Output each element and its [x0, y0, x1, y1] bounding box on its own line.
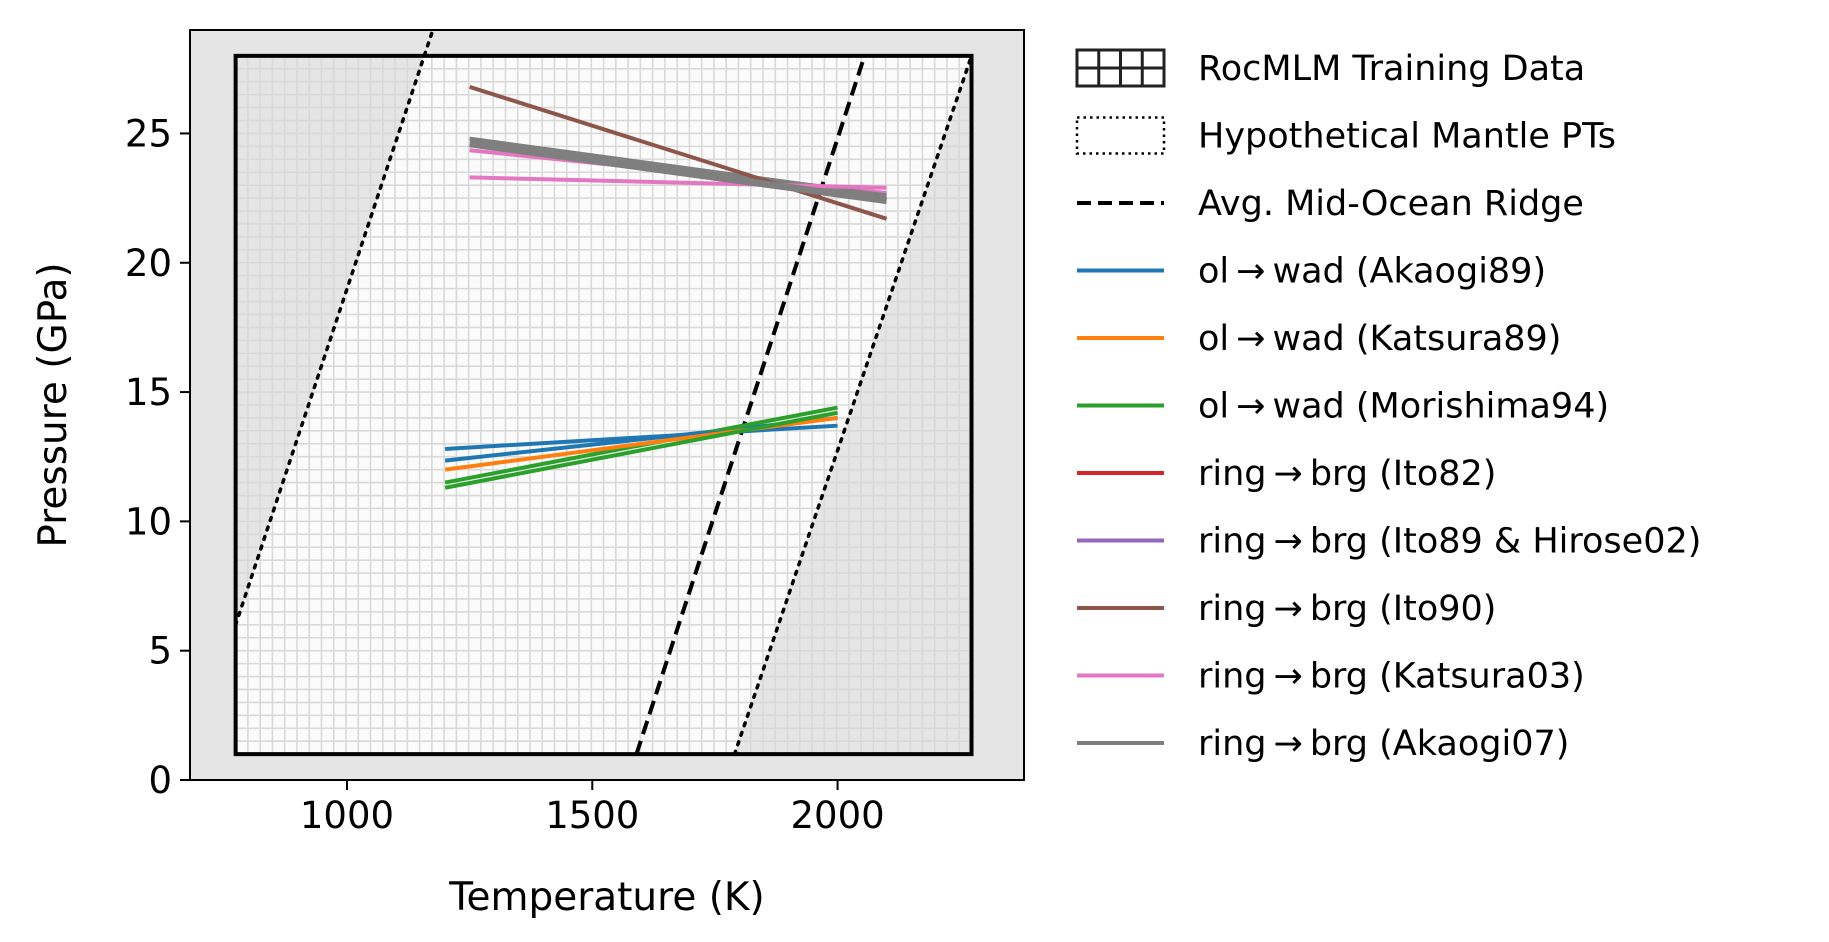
legend-entry-series-7: ring → brg (Akaogi07)	[1077, 724, 1569, 764]
mantle-bound-line-0	[233, 30, 435, 627]
legend-entry-series-0: ol → wad (Akaogi89)	[1077, 252, 1546, 292]
mid-ocean-ridge-line	[634, 55, 867, 755]
x-tick-label: 2000	[790, 794, 884, 837]
training-region-border	[233, 53, 974, 757]
legend-label: ol → wad (Katsura89)	[1198, 319, 1561, 359]
legend-label: ring → brg (Ito82)	[1198, 454, 1496, 494]
legend-entry-series-5: ring → brg (Ito90)	[1077, 589, 1496, 629]
axes-frame	[189, 29, 1025, 781]
legend-dotted-swatch	[1075, 116, 1166, 155]
series-line-6	[469, 175, 887, 190]
legend-label: ring → brg (Katsura03)	[1198, 657, 1585, 697]
series-line-0	[444, 423, 838, 451]
y-tick-label: 10	[125, 500, 172, 543]
legend-label: ring → brg (Ito89 & Hirose02)	[1198, 522, 1701, 562]
x-axis-label: Temperature (K)	[448, 875, 764, 920]
series-line-7	[469, 140, 888, 205]
y-tick-label: 15	[125, 371, 172, 414]
legend-entry-series-6: ring → brg (Katsura03)	[1077, 657, 1585, 697]
legend-entry-series-4: ring → brg (Ito89 & Hirose02)	[1077, 522, 1701, 562]
legend-label: ol → wad (Morishima94)	[1198, 387, 1609, 427]
mantle-bound-line-1	[732, 54, 974, 756]
x-tick-label: 1000	[300, 794, 394, 837]
legend: RocMLM Training Data Hypothetical Mantle …	[1075, 48, 1701, 764]
y-tick-label: 0	[148, 759, 172, 802]
legend-label: ring → brg (Ito90)	[1198, 589, 1496, 629]
legend-entry-training-data: RocMLM Training Data	[1075, 48, 1585, 89]
y-axis-label: Pressure (GPa)	[31, 262, 76, 547]
y-tick-label: 5	[148, 630, 172, 673]
legend-entry-series-1: ol → wad (Katsura89)	[1077, 319, 1561, 359]
y-tick-label: 25	[125, 112, 172, 155]
legend-entry-mantle-pts: Hypothetical Mantle PTs	[1075, 116, 1616, 157]
y-tick-label: 20	[125, 242, 172, 285]
legend-label: Hypothetical Mantle PTs	[1198, 117, 1616, 157]
x-tick-label: 1500	[545, 794, 639, 837]
series-line-5	[469, 84, 888, 221]
legend-label: ring → brg (Akaogi07)	[1198, 724, 1569, 764]
legend-label: RocMLM Training Data	[1198, 49, 1585, 89]
series-line-2	[444, 410, 838, 490]
legend-entry-series-2: ol → wad (Morishima94)	[1077, 387, 1609, 427]
legend-entry-mid-ocean-ridge: Avg. Mid-Ocean Ridge	[1077, 184, 1584, 224]
legend-entry-series-3: ring → brg (Ito82)	[1077, 454, 1496, 494]
legend-label: ol → wad (Akaogi89)	[1198, 252, 1546, 292]
legend-label: Avg. Mid-Ocean Ridge	[1198, 184, 1584, 224]
